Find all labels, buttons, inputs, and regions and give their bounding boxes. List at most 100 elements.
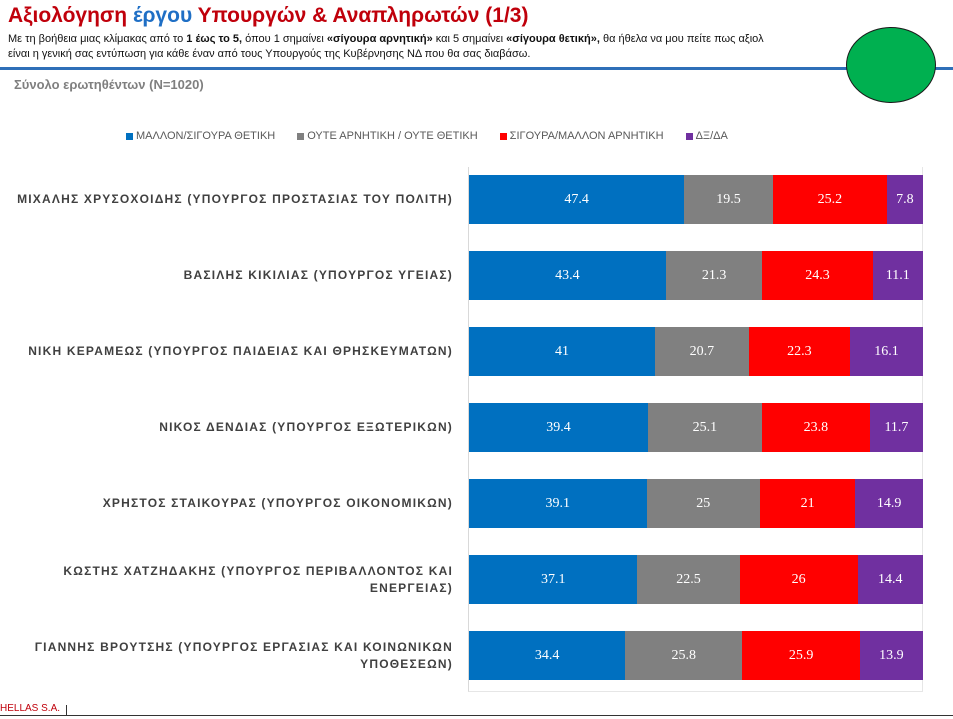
bar-value-label: 19.5 (716, 191, 741, 207)
question-bold-3: «σίγουρα θετική», (506, 33, 600, 45)
bar-segment: 20.7 (654, 327, 749, 376)
bar-segment: 21.3 (665, 251, 763, 300)
legend-item-1: ΟΥΤΕ ΑΡΝΗΤΙΚΗ / ΟΥΤΕ ΘΕΤΙΚΗ (297, 130, 478, 142)
title-part-1: Αξιολόγηση (8, 4, 133, 27)
bar-segment: 25.9 (742, 631, 860, 680)
bar-value-label: 26 (791, 571, 806, 587)
bar-segment: 22.5 (637, 555, 740, 604)
bar-segment: 41 (469, 327, 655, 376)
question-part-2: όπου 1 σημαίνει (242, 33, 327, 45)
bar-value-label: 25 (696, 495, 711, 511)
bar-segment: 7.8 (887, 175, 923, 224)
category-label: ΝΙΚΗ ΚΕΡΑΜΕΩΣ (ΥΠΟΥΡΓΟΣ ΠΑΙΔΕΙΑΣ ΚΑΙ ΘΡΗ… (28, 344, 453, 358)
bar-value-label: 14.9 (876, 495, 902, 511)
bar-value-label: 41 (554, 343, 569, 359)
question-text: Με τη βοήθεια μιας κλίμακας από το 1 έως… (8, 32, 948, 62)
bar-segment: 16.1 (849, 327, 923, 376)
bar-value-label: 7.8 (896, 191, 914, 207)
bar-value-label: 39.4 (546, 419, 571, 435)
bar-value-label: 25.2 (817, 191, 843, 207)
chart-legend: ΜΑΛΛΟΝ/ΣΙΓΟΥΡΑ ΘΕΤΙΚΗ ΟΥΤΕ ΑΡΝΗΤΙΚΗ / ΟΥΤ… (126, 130, 728, 142)
bar-segment: 26 (739, 555, 858, 604)
question-bold-1: 1 έως το 5, (186, 33, 243, 45)
bar-segment: 11.7 (869, 403, 923, 452)
bar-row: 34.4 25.8 25.9 13.9 (469, 631, 923, 680)
bar-segment: 25.1 (647, 403, 762, 452)
question-part-1: Με τη βοήθεια μιας κλίμακας από το (8, 33, 187, 45)
bar-row: 41 20.7 22.3 16.1 (469, 327, 923, 376)
bar-value-label: 14.4 (878, 571, 903, 587)
bar-segment: 47.4 (469, 175, 685, 224)
bar-value-label: 21 (800, 495, 815, 511)
bar-segment: 21 (760, 479, 856, 528)
bar-value-label: 25.1 (692, 419, 718, 435)
page-title: Αξιολόγηση έργου Υπουργών & Αναπληρωτών … (8, 4, 528, 28)
bar-segment: 39.1 (469, 479, 647, 528)
legend-label: ΣΙΓΟΥΡΑ/ΜΑΛΛΟΝ ΑΡΝΗΤΙΚΗ (509, 130, 664, 142)
question-bold-2: «σίγουρα αρνητική» (326, 33, 433, 45)
legend-swatch-icon (297, 132, 305, 140)
bar-row: 39.4 25.1 23.8 11.7 (469, 403, 923, 452)
bar-segment: 25.8 (625, 631, 743, 680)
bar-segment: 24.3 (762, 251, 873, 300)
bar-segment: 39.4 (469, 403, 648, 452)
legend-label: ΜΑΛΛΟΝ/ΣΙΓΟΥΡΑ ΘΕΤΙΚΗ (136, 130, 276, 142)
bar-segment: 37.1 (469, 555, 638, 604)
bar-value-label: 24.3 (805, 267, 830, 283)
question-part-3: και 5 σημαίνει (432, 33, 507, 45)
bar-segment: 34.4 (469, 631, 626, 680)
question-part-4: θα ήθελα να μου πείτε πως αξιολ (599, 33, 764, 45)
bar-value-label: 39.1 (545, 495, 571, 511)
sample-size-label: Σύνολο ερωτηθέντων (N=1020) (14, 77, 204, 92)
bar-segment: 25.2 (772, 175, 888, 224)
bar-value-label: 20.7 (689, 343, 715, 359)
bar-segment: 19.5 (684, 175, 773, 224)
bar-value-label: 25.9 (788, 647, 814, 663)
legend-item-3: ΔΞ/ΔΑ (685, 130, 728, 142)
title-part-2: έργου (132, 4, 193, 27)
bar-value-label: 11.1 (885, 267, 910, 283)
footer-rule (0, 715, 953, 716)
legend-item-2: ΣΙΓΟΥΡΑ/ΜΑΛΛΟΝ ΑΡΝΗΤΙΚΗ (499, 130, 664, 142)
category-label: ΒΑΣΙΛΗΣ ΚΙΚΙΛΙΑΣ (ΥΠΟΥΡΓΟΣ ΥΓΕΙΑΣ) (183, 268, 453, 282)
bar-row: 47.4 19.5 25.2 7.8 (469, 175, 923, 224)
bar-value-label: 22.3 (787, 343, 812, 359)
bar-value-label: 16.1 (874, 343, 899, 359)
legend-label: ΟΥΤΕ ΑΡΝΗΤΙΚΗ / ΟΥΤΕ ΘΕΤΙΚΗ (307, 130, 478, 142)
bar-value-label: 21.3 (701, 267, 727, 283)
bar-segment: 14.9 (855, 479, 923, 528)
bar-value-label: 22.5 (676, 571, 701, 587)
bar-value-label: 13.9 (879, 647, 904, 663)
bar-row: 37.1 22.5 26 14.4 (469, 555, 923, 604)
legend-label: ΔΞ/ΔΑ (695, 130, 728, 142)
category-label: ΚΩΣΤΗΣ ΧΑΤΖΗΔΑΚΗΣ (ΥΠΟΥΡΓΟΣ ΠΕΡΙΒΑΛΛΟΝΤΟ… (63, 563, 453, 595)
logo-circle-icon (846, 27, 936, 103)
bar-segment: 23.8 (761, 403, 870, 452)
bar-value-label: 23.8 (803, 419, 829, 435)
bar-value-label: 34.4 (534, 647, 560, 663)
legend-swatch-icon (126, 132, 133, 140)
category-label: ΜΙΧΑΛΗΣ ΧΡΥΣΟΧΟΙΔΗΣ (ΥΠΟΥΡΓΟΣ ΠΡΟΣΤΑΣΙΑΣ… (17, 192, 453, 206)
question-line-2: είναι η γενική σας εντύπωση για κάθε ένα… (8, 48, 531, 60)
title-part-3: Υπουργών & Αναπληρωτών (1/3) (192, 4, 529, 27)
category-label: ΓΙΑΝΝΗΣ ΒΡΟΥΤΣΗΣ (ΥΠΟΥΡΓΟΣ ΕΡΓΑΣΙΑΣ ΚΑΙ … (34, 639, 453, 671)
bar-segment: 22.3 (748, 327, 850, 376)
bar-value-label: 25.8 (671, 647, 696, 663)
header-rule (0, 67, 953, 70)
legend-swatch-icon (499, 132, 507, 140)
footer-company-text: HELLAS S.A. (0, 703, 61, 714)
bar-segment: 25 (646, 479, 760, 528)
bar-row: 43.4 21.3 24.3 11.1 (469, 251, 923, 300)
footer-tick (66, 705, 67, 715)
bar-row: 39.1 25 21 14.9 (469, 479, 923, 528)
bar-segment: 13.9 (859, 631, 923, 680)
bar-value-label: 43.4 (555, 267, 580, 283)
bar-value-label: 11.7 (884, 419, 909, 435)
bar-segment: 11.1 (872, 251, 923, 300)
legend-item-0: ΜΑΛΛΟΝ/ΣΙΓΟΥΡΑ ΘΕΤΙΚΗ (126, 130, 275, 142)
bar-value-label: 47.4 (564, 191, 589, 207)
category-label: ΧΡΗΣΤΟΣ ΣΤΑΙΚΟΥΡΑΣ (ΥΠΟΥΡΓΟΣ ΟΙΚΟΝΟΜΙΚΩΝ… (102, 496, 453, 510)
category-label: ΝΙΚΟΣ ΔΕΝΔΙΑΣ (ΥΠΟΥΡΓΟΣ ΕΞΩΤΕΡΙΚΩΝ) (159, 420, 453, 434)
bar-segment: 14.4 (857, 555, 923, 604)
bar-value-label: 37.1 (540, 571, 566, 587)
